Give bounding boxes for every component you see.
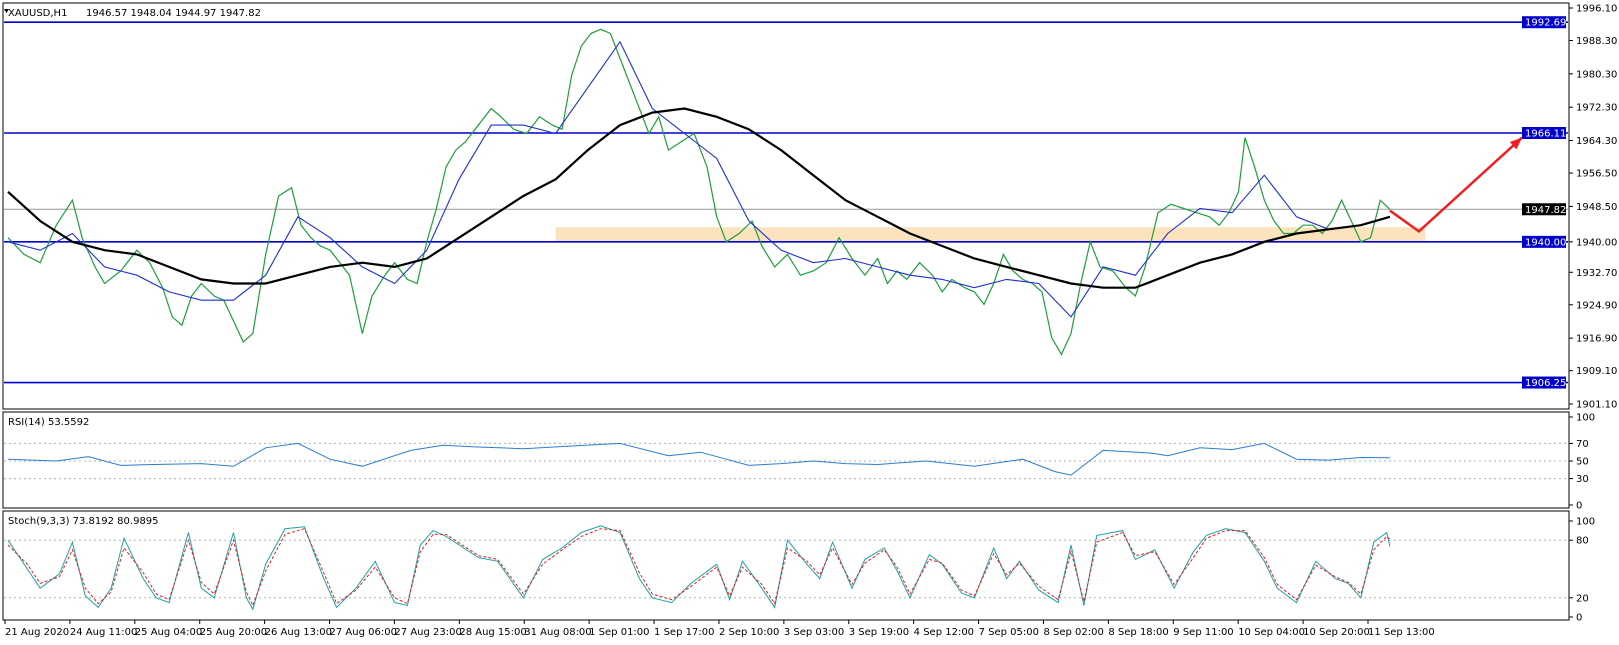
- time-tick-label: 3 Sep 19:00: [849, 627, 909, 638]
- price-tick-label: 1956.50: [1576, 169, 1617, 180]
- price-tick-label: 1909.10: [1576, 366, 1617, 377]
- level-tag-label: 1992.69: [1525, 18, 1566, 29]
- level-tag-label: 1966.11: [1525, 129, 1566, 140]
- stoch-tick-label: 100: [1576, 517, 1595, 528]
- stoch-tick-label: 80: [1576, 536, 1589, 547]
- time-tick-label: 4 Sep 12:00: [914, 627, 974, 638]
- rsi-tick-label: 30: [1576, 474, 1589, 485]
- rsi-tick-label: 70: [1576, 439, 1589, 450]
- support-zone: [555, 227, 1426, 242]
- ohlc-label: 1946.57 1948.04 1944.97 1947.82: [86, 8, 261, 19]
- time-tick-label: 11 Sep 13:00: [1368, 627, 1435, 638]
- time-tick-label: 24 Aug 11:00: [70, 627, 137, 638]
- rsi-label: RSI(14) 53.5592: [8, 417, 89, 428]
- time-tick-label: 28 Aug 15:00: [459, 627, 526, 638]
- level-tag-label: 1940.00: [1525, 237, 1566, 248]
- rsi-tick-label: 0: [1576, 501, 1582, 512]
- price-panel[interactable]: XAUUSD,H1 1946.57 1948.04 1944.97 1947.8…: [2, 2, 1570, 410]
- rsi-tick-label: 100: [1576, 413, 1595, 424]
- price-tick-label: 1996.10: [1576, 4, 1617, 15]
- stoch-tick-label: 20: [1576, 593, 1589, 604]
- price-tick-label: 1980.30: [1576, 69, 1617, 80]
- stoch-label: Stoch(9,3,3) 73.8192 80.9895: [8, 516, 159, 527]
- price-tick-label: 1940.00: [1576, 237, 1617, 248]
- price-tick-label: 1964.30: [1576, 136, 1617, 147]
- time-tick-label: 3 Sep 03:00: [784, 627, 844, 638]
- level-tag: [1522, 376, 1566, 389]
- price-tick-label: 1932.70: [1576, 268, 1617, 279]
- stoch-signal-line: [7, 528, 1391, 607]
- time-tick-label: 10 Sep 04:00: [1238, 627, 1305, 638]
- time-tick-label: 8 Sep 02:00: [1043, 627, 1103, 638]
- level-tag: [1522, 127, 1566, 140]
- fast-moving-average: [7, 40, 1391, 318]
- time-tick-label: 21 Aug 2020: [5, 627, 69, 638]
- rsi-series: [7, 442, 1390, 476]
- stoch-panel-frame: [2, 510, 1570, 621]
- time-tick-label: 26 Aug 13:00: [265, 627, 332, 638]
- current-price-label: 1947.82: [1525, 205, 1566, 216]
- time-tick-label: 8 Sep 18:00: [1108, 627, 1168, 638]
- forecast-arrow: [1389, 136, 1523, 234]
- time-tick-label: 25 Aug 20:00: [200, 627, 267, 638]
- level-tag: [1522, 235, 1566, 248]
- current-price-tag: [1522, 203, 1566, 216]
- price-tick-label: 1924.90: [1576, 300, 1617, 311]
- stoch-tick-label: 0: [1576, 613, 1582, 624]
- price-tick-label: 1916.90: [1576, 334, 1617, 345]
- rsi-tick-label: 50: [1576, 457, 1589, 468]
- level-tag-label: 1906.25: [1525, 378, 1566, 389]
- time-tick-label: 7 Sep 05:00: [979, 627, 1039, 638]
- time-tick-label: 25 Aug 04:00: [135, 627, 202, 638]
- price-tick-label: 1972.30: [1576, 103, 1617, 114]
- time-tick-label: 1 Sep 17:00: [654, 627, 714, 638]
- stoch-main-line: [7, 525, 1391, 611]
- forecast-arrow-head: [1509, 137, 1522, 150]
- time-tick-label: 31 Aug 08:00: [524, 627, 591, 638]
- time-tick-label: 27 Aug 23:00: [394, 627, 461, 638]
- price-tick-label: 1948.50: [1576, 202, 1617, 213]
- stoch-panel[interactable]: Stoch(9,3,3) 73.8192 80.9895: [2, 510, 1570, 621]
- price-tick-label: 1988.30: [1576, 36, 1617, 47]
- time-tick-label: 9 Sep 11:00: [1173, 627, 1233, 638]
- dropdown-icon[interactable]: [4, 9, 9, 13]
- symbol-label: XAUUSD,H1: [8, 8, 67, 19]
- price-tick-label: 1901.10: [1576, 400, 1617, 411]
- rsi-panel[interactable]: RSI(14) 53.5592: [2, 411, 1570, 509]
- time-tick-label: 1 Sep 01:00: [589, 627, 649, 638]
- slow-moving-average: [7, 107, 1391, 289]
- price-series: [7, 28, 1391, 356]
- time-tick-label: 27 Aug 06:00: [330, 627, 397, 638]
- time-tick-label: 2 Sep 10:00: [719, 627, 779, 638]
- time-tick-label: 10 Sep 20:00: [1303, 627, 1370, 638]
- price-panel-frame: [2, 2, 1570, 410]
- level-tag: [1522, 16, 1566, 29]
